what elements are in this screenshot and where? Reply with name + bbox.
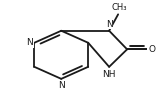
Text: NH: NH [102, 70, 116, 79]
Text: N: N [106, 20, 113, 29]
Text: N: N [58, 81, 65, 90]
Text: CH₃: CH₃ [112, 3, 127, 12]
Text: O: O [148, 45, 155, 54]
Text: N: N [26, 38, 33, 47]
